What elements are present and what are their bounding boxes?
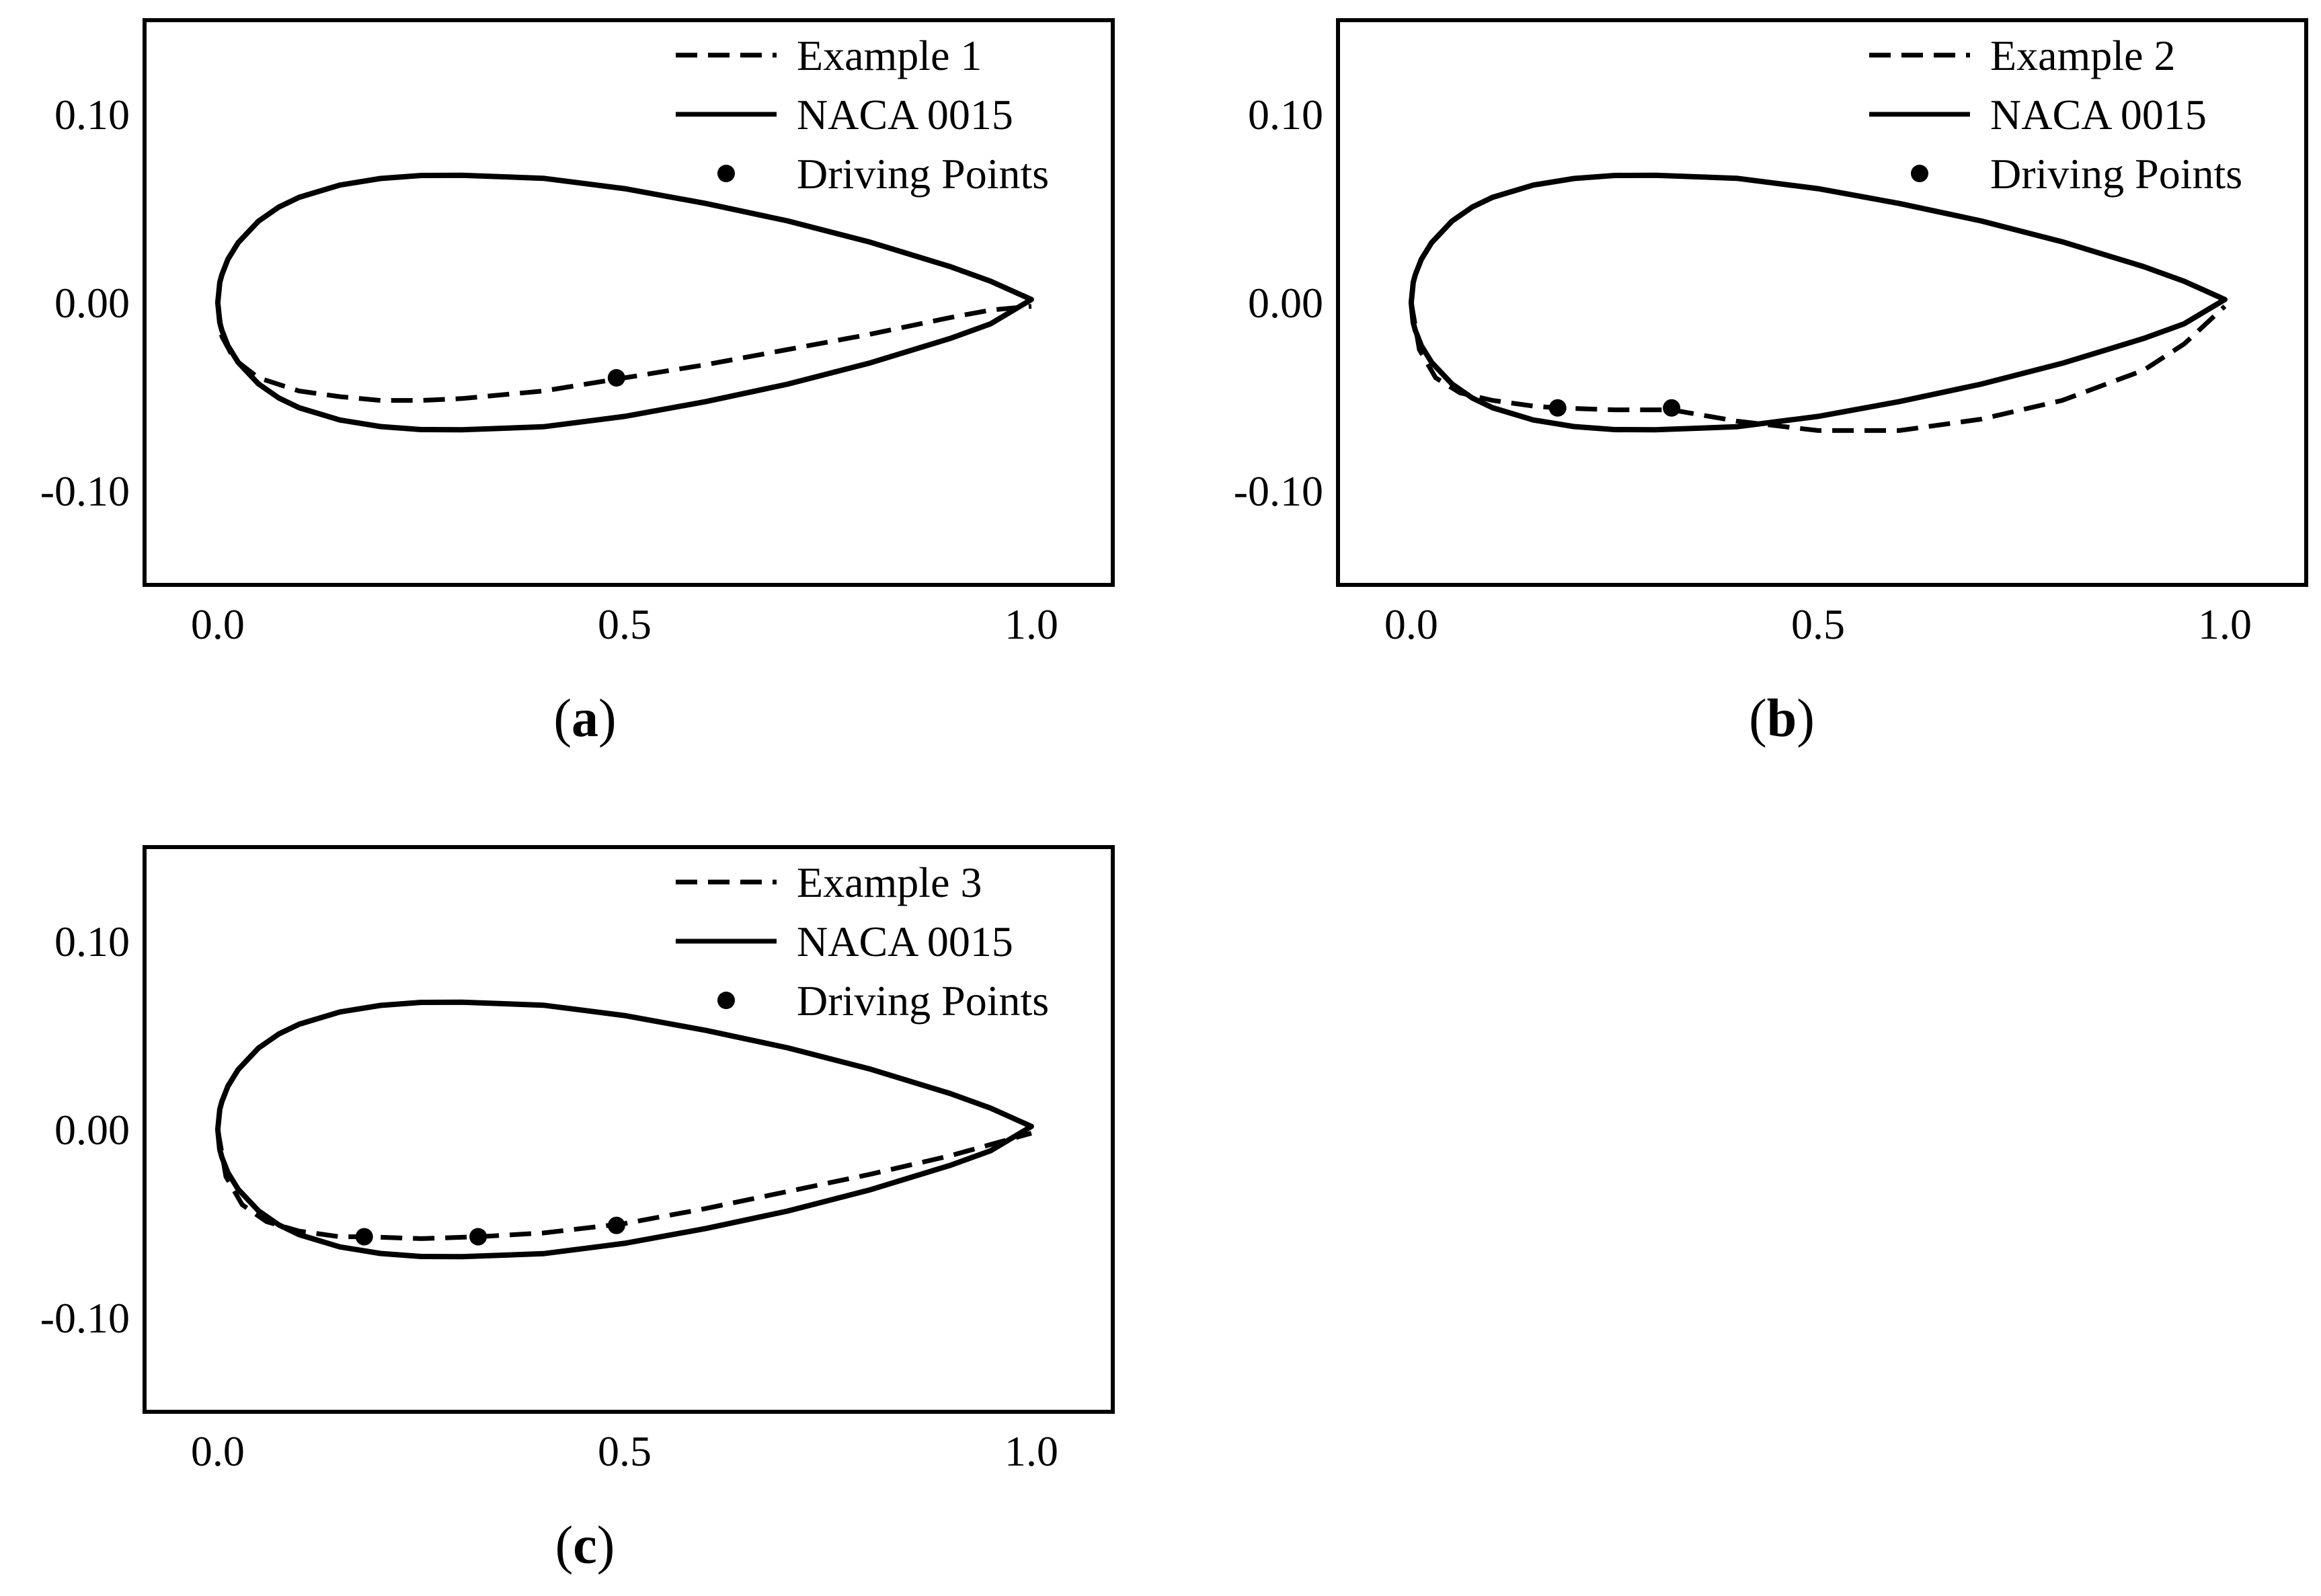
legend: Example 1 NACA 0015 Driving Points bbox=[676, 32, 1049, 198]
y-tick-label: 0.10 bbox=[54, 91, 130, 138]
panel-label: (b) bbox=[1749, 689, 1815, 748]
chart-panel-a: 0.0 0.5 1.0 0.10 0.00 -0.10 Example 1 NACA 0015… bbox=[40, 18, 1115, 748]
plot-frame bbox=[1336, 18, 2308, 587]
panel-label: (a) bbox=[553, 689, 616, 748]
legend: Example 2 NACA 0015 Driving Points bbox=[1869, 32, 2242, 198]
x-tick-label: 0.5 bbox=[598, 600, 652, 648]
legend-entry: Example 3 bbox=[797, 859, 982, 906]
plot-frame bbox=[143, 18, 1115, 587]
panel-label: (c) bbox=[555, 1516, 615, 1575]
legend-point-swatch bbox=[717, 992, 735, 1009]
example-line bbox=[1409, 302, 2227, 433]
driving-point bbox=[607, 1216, 625, 1234]
y-tick-label: 0.10 bbox=[1248, 91, 1323, 138]
naca-0015-line bbox=[1408, 172, 2228, 433]
driving-point bbox=[1548, 399, 1567, 417]
plot-frame bbox=[143, 845, 1115, 1414]
y-tick-label: -0.10 bbox=[40, 467, 130, 515]
y-tick-label: -0.10 bbox=[1234, 467, 1323, 515]
driving-point bbox=[1663, 399, 1681, 417]
driving-point bbox=[469, 1228, 487, 1246]
y-tick-label: 0.00 bbox=[54, 1106, 130, 1154]
example-line bbox=[215, 1129, 1032, 1241]
x-tick-label: 0.0 bbox=[191, 1427, 245, 1475]
x-tick-label: 1.0 bbox=[1005, 1427, 1058, 1475]
driving-point bbox=[355, 1228, 373, 1246]
legend-entry: NACA 0015 bbox=[797, 91, 1013, 138]
chart-panel-b: 0.0 0.5 1.0 0.10 0.00 -0.10 Example 2 NACA 0015… bbox=[1234, 18, 2308, 748]
y-tick-label: 0.10 bbox=[54, 918, 130, 965]
x-tick-label: 1.0 bbox=[1005, 600, 1058, 648]
naca-0015-line bbox=[214, 172, 1034, 433]
x-tick-label: 1.0 bbox=[2198, 600, 2252, 648]
legend-point-swatch bbox=[717, 165, 735, 182]
legend-entry: Driving Points bbox=[1990, 150, 2242, 198]
y-tick-label: 0.00 bbox=[54, 279, 130, 327]
x-tick-label: 0.5 bbox=[598, 1427, 652, 1475]
naca-0015-line bbox=[214, 999, 1034, 1260]
x-tick-label: 0.0 bbox=[1384, 600, 1438, 648]
legend-entry: Driving Points bbox=[797, 977, 1049, 1025]
legend-point-swatch bbox=[1911, 165, 1928, 182]
legend-entry: Example 1 bbox=[797, 32, 982, 79]
chart-panel-c: 0.0 0.5 1.0 0.10 0.00 -0.10 Example 3 NACA 0015… bbox=[40, 845, 1115, 1575]
legend-entry: Driving Points bbox=[797, 150, 1049, 198]
y-tick-label: -0.10 bbox=[40, 1294, 130, 1342]
example-line bbox=[215, 302, 1032, 403]
legend-entry: NACA 0015 bbox=[797, 918, 1013, 965]
legend: Example 3 NACA 0015 Driving Points bbox=[676, 859, 1049, 1025]
y-tick-label: 0.00 bbox=[1248, 279, 1323, 327]
x-tick-label: 0.0 bbox=[191, 600, 245, 648]
legend-entry: NACA 0015 bbox=[1990, 91, 2207, 138]
driving-point bbox=[607, 369, 625, 387]
x-tick-label: 0.5 bbox=[1791, 600, 1845, 648]
legend-entry: Example 2 bbox=[1990, 32, 2175, 79]
